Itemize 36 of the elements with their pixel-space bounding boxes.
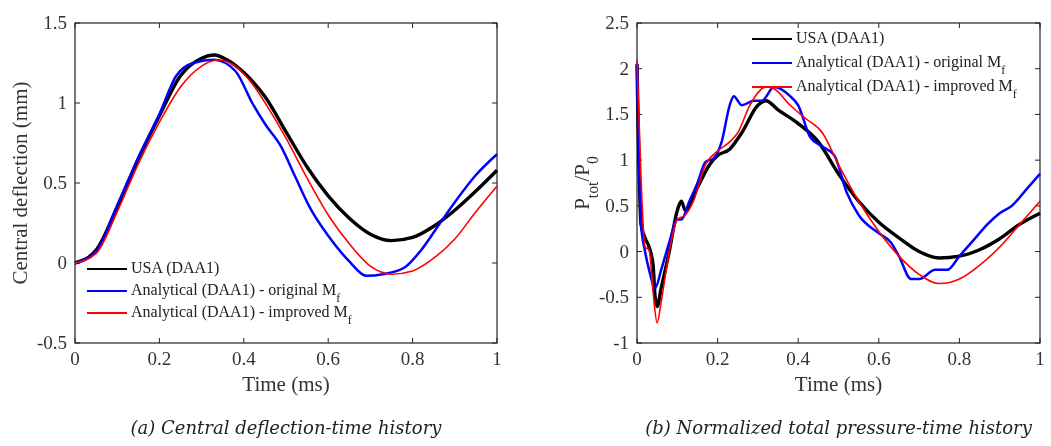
y-tick-label: 0: [619, 240, 629, 262]
y-tick-label: -0.5: [598, 286, 629, 308]
legend-label: Analytical (DAA1) - improved M$_{f}$: [796, 77, 1017, 101]
x-tick-label: 0.2: [147, 348, 172, 369]
x-tick-label: 0.8: [400, 348, 425, 369]
y-tick-label: 2: [619, 57, 629, 79]
x-tick-label: 1: [492, 348, 502, 369]
y-tick-label: -1: [613, 332, 629, 353]
x-tick-label: 0.4: [231, 348, 257, 369]
x-tick-label: 0: [70, 348, 80, 369]
x-tick-label: 0.2: [705, 348, 730, 369]
x-tick-label: 0.6: [866, 348, 891, 369]
x-tick-label: 1: [1035, 348, 1045, 369]
y-tick-label: 0.5: [605, 194, 629, 216]
legend-label: Analytical (DAA1) - original M$_{f}$: [796, 53, 1006, 77]
y-tick-label: -0.5: [36, 332, 67, 353]
legend-label: Analytical (DAA1) - original M$_{f}$: [131, 281, 341, 305]
legend-label: USA (DAA1): [796, 29, 885, 47]
x-axis-title: Time (ms): [242, 372, 330, 396]
y-tick-label: 1.5: [605, 103, 629, 125]
x-tick-label: 0.6: [316, 348, 341, 369]
y-tick-label: 2.5: [605, 12, 629, 33]
legend-label: USA (DAA1): [131, 259, 220, 277]
x-tick-label: 0: [632, 348, 642, 369]
x-axis-title: Time (ms): [794, 372, 883, 396]
text: (a) Central deflection-time history: [130, 417, 443, 438]
y-tick-label: 1: [619, 149, 629, 171]
y-axis-title: Central deflection (mm): [8, 81, 32, 285]
legend-label: Analytical (DAA1) - improved M$_{f}$: [131, 303, 352, 327]
y-tick-label: 0.5: [43, 172, 67, 193]
y-tick-label: 1: [57, 92, 67, 113]
x-tick-label: 0.8: [947, 348, 972, 369]
y-tick-label: 1.5: [43, 12, 67, 33]
x-tick-label: 0.4: [786, 348, 811, 369]
text: (b) Normalized total pressure-time history: [645, 417, 1033, 438]
y-tick-label: 0: [57, 252, 67, 273]
